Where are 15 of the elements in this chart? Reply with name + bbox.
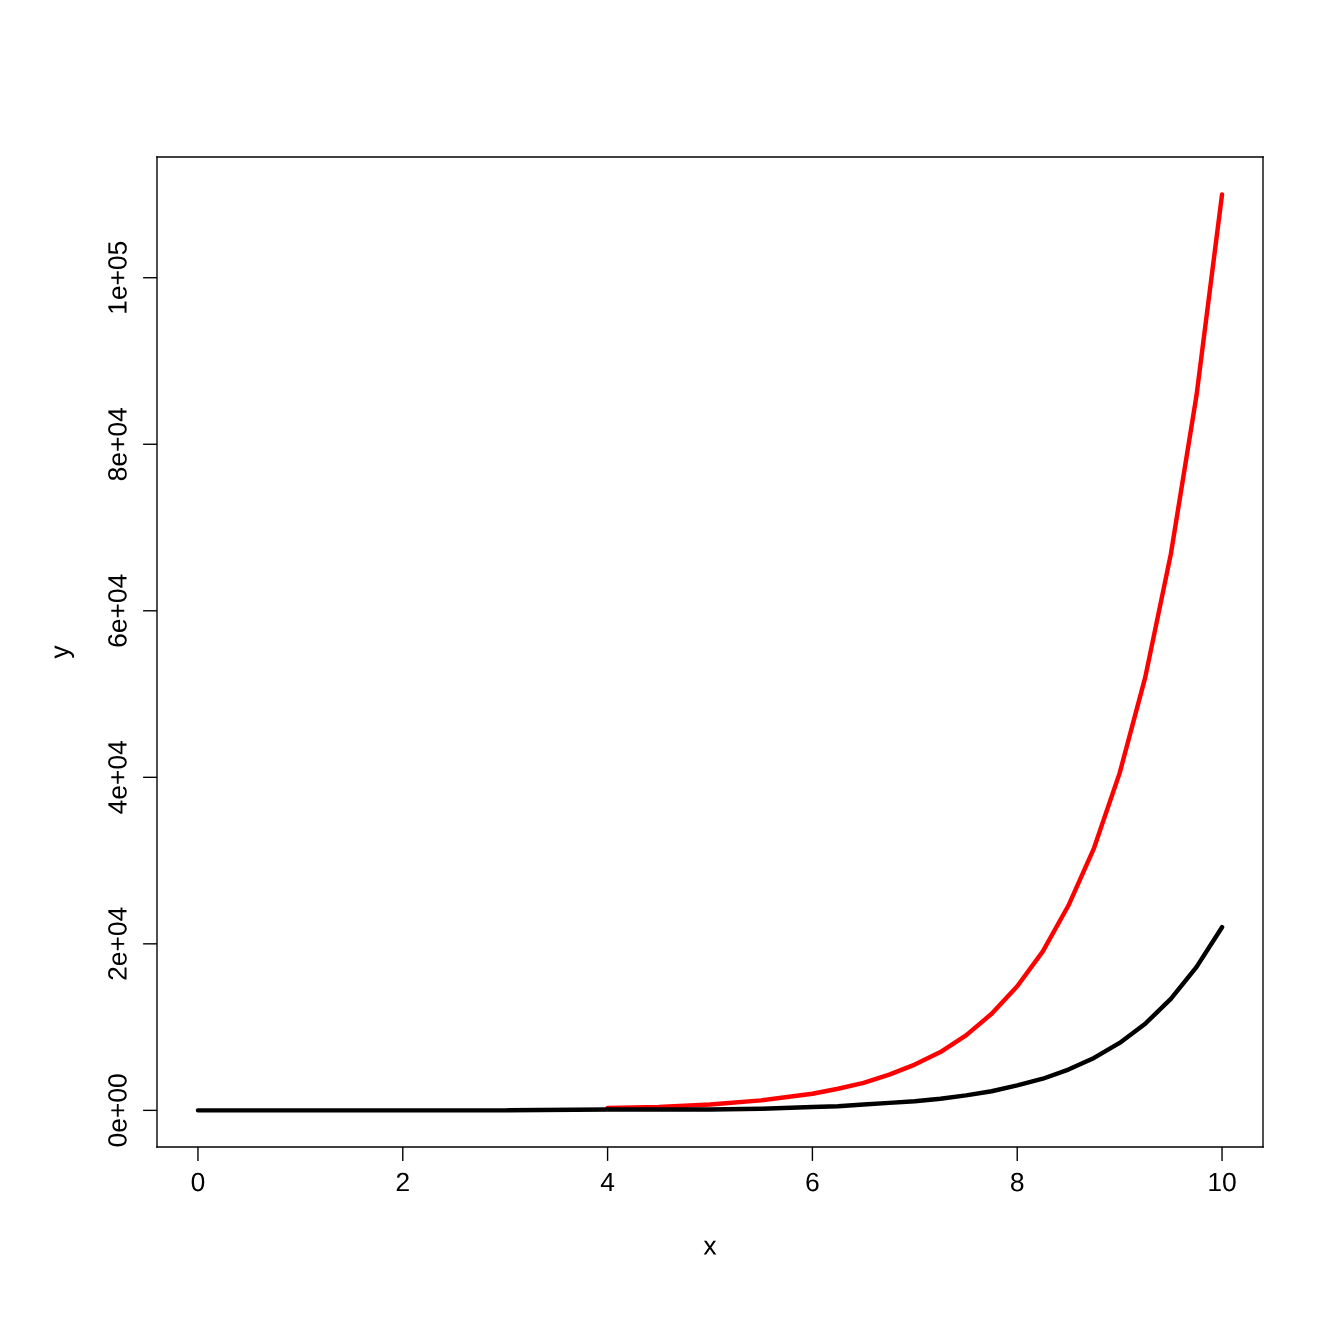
y-tick-label: 8e+04	[108, 407, 127, 481]
x-tick-label: 6	[806, 1172, 819, 1192]
y-tick-label: 0e+00	[108, 1074, 127, 1147]
y-tick-label: 4e+04	[108, 741, 127, 814]
x-tick-label: 2	[396, 1172, 409, 1192]
y-tick-label: 6e+04	[108, 574, 127, 647]
y-tick-label: 2e+04	[108, 907, 127, 980]
y-tick-label: 1e+05	[108, 241, 127, 313]
x-axis-title: x	[703, 1240, 717, 1255]
y-axis-title: y	[54, 645, 75, 659]
x-tick-label: 0	[191, 1172, 205, 1192]
x-tick-label: 4	[600, 1172, 615, 1192]
line-series	[195, 924, 1225, 1113]
x-tick-label: 8	[1011, 1172, 1024, 1192]
x-tick-label: 10	[1209, 1172, 1236, 1192]
